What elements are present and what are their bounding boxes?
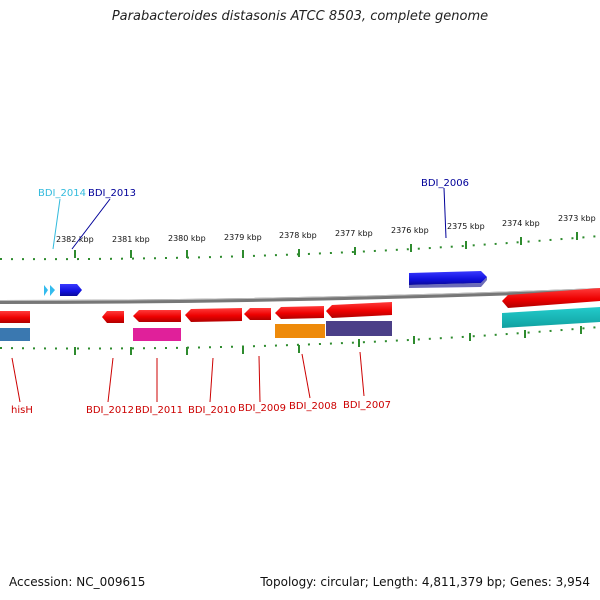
gene-label-bdi-2014[interactable]: BDI_2014 [38,188,86,199]
gene-label-bdi-2009[interactable]: BDI_2009 [238,403,286,414]
gene-label-bdi-2012[interactable]: BDI_2012 [86,405,134,416]
gene-leader-lines [11,187,447,403]
cog-bar-bdi-2007 [326,321,392,336]
scale-label: 2375 kbp [447,222,485,231]
gene-arrow-bdi-2011[interactable] [133,310,181,322]
gene-arrow-bdi-2014[interactable] [44,285,48,296]
reverse-strand-genes [0,288,600,341]
gene-label-bdi-2008[interactable]: BDI_2008 [289,401,337,412]
scale-label: 2377 kbp [335,229,373,238]
gene-arrow-bdi-2009[interactable] [244,308,271,320]
genome-title: Parabacteroides distasonis ATCC 8503, co… [111,9,489,24]
gene-label-bdi-2010[interactable]: BDI_2010 [188,405,236,416]
gene-labels: BDI_2014 BDI_2013 BDI_2006 hisH BDI_2012… [11,178,469,416]
gene-arrow-bdi-2014-b[interactable] [50,285,55,296]
gene-label-hish[interactable]: hisH [11,405,33,416]
cog-bar-bdi-2008 [275,324,325,338]
gene-label-bdi-2013[interactable]: BDI_2013 [88,188,136,199]
cog-bar-hish [0,328,30,341]
gene-arrow-bdi-2006[interactable] [409,271,487,285]
scale-label: 2374 kbp [502,219,540,228]
gene-label-bdi-2011[interactable]: BDI_2011 [135,405,183,416]
scale-label: 2379 kbp [224,233,262,242]
gene-arrow-bdi-2012[interactable] [102,311,124,323]
scale-major-ticks-bottom [74,326,582,355]
gene-arrow-right-edge[interactable] [502,288,600,308]
forward-strand-genes [44,271,487,296]
scale-label: 2376 kbp [391,226,429,235]
scale-label: 2373 kbp [558,214,596,223]
gene-arrow-hishh[interactable] [0,311,30,323]
gene-arrow-bdi-2010[interactable] [185,308,242,322]
scale-label: 2380 kbp [168,234,206,243]
genome-summary-text: Topology: circular; Length: 4,811,379 bp… [260,575,590,589]
gene-arrow-bdi-2007[interactable] [326,302,392,318]
gene-arrow-bdi-2008[interactable] [275,306,324,319]
cog-bar-bdi-2011 [133,328,181,341]
accession-text: Accession: NC_009615 [9,575,146,589]
genome-backbone-highlight [0,288,600,301]
genome-backbone [0,288,600,304]
gene-label-bdi-2006[interactable]: BDI_2006 [421,178,469,189]
scale-labels: 2382 kbp 2381 kbp 2380 kbp 2379 kbp 2378… [56,214,596,244]
gene-arrow-bdi-2006-shadow [409,277,487,288]
scale-label: 2382 kbp [56,235,94,244]
gene-arrow-bdi-2013[interactable] [60,284,82,296]
cog-bar-right-edge [502,307,600,328]
gene-label-bdi-2007[interactable]: BDI_2007 [343,400,391,411]
scale-major-ticks-top [74,232,578,258]
scale-label: 2378 kbp [279,231,317,240]
scale-label: 2381 kbp [112,235,150,244]
